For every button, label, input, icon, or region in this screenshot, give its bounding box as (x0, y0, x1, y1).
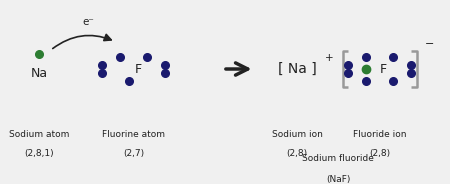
Text: F: F (135, 63, 141, 75)
FancyArrowPatch shape (53, 34, 111, 49)
Text: Fluorine atom: Fluorine atom (102, 130, 165, 139)
Text: Fluoride ion: Fluoride ion (353, 130, 407, 139)
Text: F: F (380, 63, 387, 75)
Text: +: + (325, 53, 333, 63)
Text: (2,8): (2,8) (369, 149, 391, 158)
Text: −: − (425, 39, 434, 49)
Text: (2,7): (2,7) (123, 149, 144, 158)
Text: (2,8): (2,8) (286, 149, 307, 158)
Text: e⁻: e⁻ (83, 17, 94, 27)
Text: (2,8,1): (2,8,1) (24, 149, 54, 158)
Text: [ Na ]: [ Na ] (278, 62, 316, 76)
Text: Sodium ion: Sodium ion (271, 130, 322, 139)
Text: Sodium atom: Sodium atom (9, 130, 69, 139)
Text: (NaF): (NaF) (326, 175, 351, 184)
Text: Na: Na (31, 67, 48, 80)
Text: Sodium fluoride: Sodium fluoride (302, 154, 374, 163)
